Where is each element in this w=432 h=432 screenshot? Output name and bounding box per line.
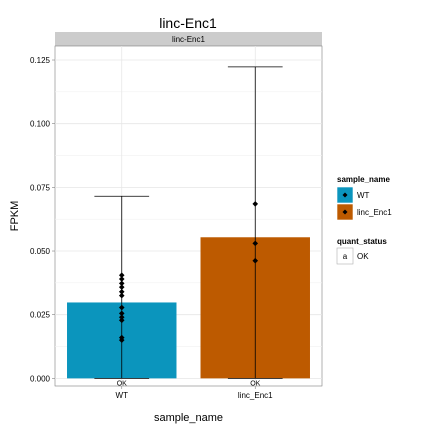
legend-label-wt: WT (357, 191, 370, 200)
legend-label-quant-ok: OK (357, 252, 369, 261)
replicate-point (252, 201, 259, 207)
legend-entries-sample-name: WT linc_Enc1 (336, 186, 392, 221)
x-tick-label: WT (116, 391, 129, 400)
replicate-point (118, 288, 125, 295)
replicate-point (118, 292, 125, 299)
replicate-point (118, 272, 125, 279)
y-axis-title: FPKM (9, 201, 21, 232)
replicate-point (118, 314, 125, 321)
legend: sample_name WT linc_Enc1 quant_status a O… (336, 175, 392, 265)
replicate-point (252, 257, 259, 264)
legend-key-glyph: a (343, 252, 348, 261)
facet-strip-label: linc-Enc1 (172, 35, 205, 44)
y-tick-label: 0.025 (30, 311, 51, 320)
replicate-point (252, 240, 259, 247)
legend-key-quant-status (336, 247, 354, 265)
x-tick-label: linc_Enc1 (238, 391, 273, 400)
replicate-point (118, 276, 125, 282)
replicate-point (118, 304, 125, 311)
y-tick-label: 0.050 (30, 247, 51, 256)
replicate-point (118, 284, 125, 290)
x-axis-title: sample_name (154, 412, 223, 424)
y-tick-label: 0.100 (30, 120, 51, 129)
legend-title-quant-status: quant_status (337, 237, 387, 246)
y-tick-label: 0.125 (30, 56, 51, 65)
replicate-point (118, 317, 125, 324)
legend-point-glyph (342, 209, 348, 215)
legend-title-sample-name: sample_name (337, 175, 390, 184)
facet-strip (55, 32, 322, 46)
replicate-point (118, 310, 125, 317)
replicate-point (118, 337, 125, 343)
y-axis: 0.000 0.025 0.050 0.075 0.100 0.125 (30, 56, 55, 383)
replicate-points (118, 201, 259, 343)
y-tick-label: 0.000 (30, 374, 51, 383)
quant-status-label: OK (117, 380, 127, 387)
y-tick-label: 0.075 (30, 183, 51, 192)
chart-title: linc-Enc1 (159, 15, 217, 31)
x-axis: WT linc_Enc1 (116, 386, 273, 400)
legend-point-glyph (342, 192, 348, 198)
replicate-point (118, 280, 125, 287)
quant-status-labels: OK OK (117, 380, 261, 387)
legend-label-linc-enc1: linc_Enc1 (357, 208, 392, 217)
quant-status-label: OK (250, 380, 260, 387)
